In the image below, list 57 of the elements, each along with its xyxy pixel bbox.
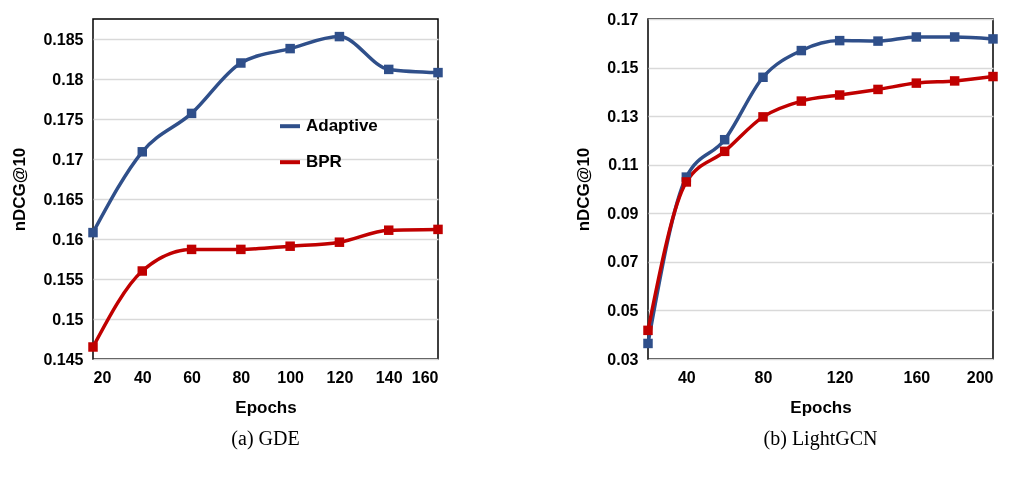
y-tick-label: 0.16 [52,230,84,248]
y-tick-label: 0.13 [607,107,639,125]
y-tick-label: 0.17 [607,10,639,28]
legend-label: Adaptive [306,116,378,136]
y-tick-label: 0.17 [52,150,84,168]
point [834,90,845,100]
y-tick-label: 0.175 [43,110,84,128]
x-tick-label: 120 [326,368,354,386]
x-tick-label: 40 [677,368,696,386]
x-tick-label: 200 [966,368,994,386]
x-tick-label: 140 [375,368,403,386]
point [873,36,883,46]
y-tick-label: 0.185 [43,30,84,48]
point [988,34,998,44]
text: (b) LightGCN [763,427,878,450]
x-tick-label: 40 [133,368,152,386]
y-tick-label: 0.15 [607,59,639,77]
x-tick-label: 80 [232,368,251,386]
y-tick-label: 0.18 [52,70,84,88]
x-tick-label: 80 [754,368,773,386]
point [758,112,768,122]
y-tick-label: 0.05 [607,301,639,319]
x-axis-title: Epochs [235,397,297,417]
y-tick-label: 0.03 [607,350,639,368]
point [834,35,845,46]
point [873,84,883,95]
y-tick-label: 0.09 [607,204,639,222]
point [949,32,960,42]
point [988,71,998,82]
point [796,96,807,106]
point [643,325,653,336]
y-tick-label: 0.11 [608,156,639,174]
x-tick-label: 160 [411,368,439,386]
x-tick-label: 160 [903,368,931,386]
x-tick-label: 100 [277,368,305,386]
point [949,76,960,86]
y-tick-label: 0.07 [607,253,639,271]
y-axis-title: nDCG@10 [574,147,594,232]
point [643,338,653,349]
y-tick-label: 0.145 [43,350,84,368]
point [758,72,768,83]
point [911,32,922,42]
point [681,177,692,187]
text: (a) GDE [231,427,300,450]
x-axis-title: Epochs [790,397,852,417]
y-tick-label: 0.165 [43,190,84,208]
y-tick-label: 0.155 [43,270,84,288]
legend-label: BPR [306,152,342,172]
x-tick-label: 60 [183,368,202,386]
point [719,146,730,157]
x-tick-label: 120 [826,368,854,386]
point [719,134,730,145]
point [911,78,922,88]
x-tick-label: 20 [93,368,112,386]
point [796,45,807,56]
y-tick-label: 0.15 [52,310,84,328]
y-axis-title: nDCG@10 [10,147,30,232]
